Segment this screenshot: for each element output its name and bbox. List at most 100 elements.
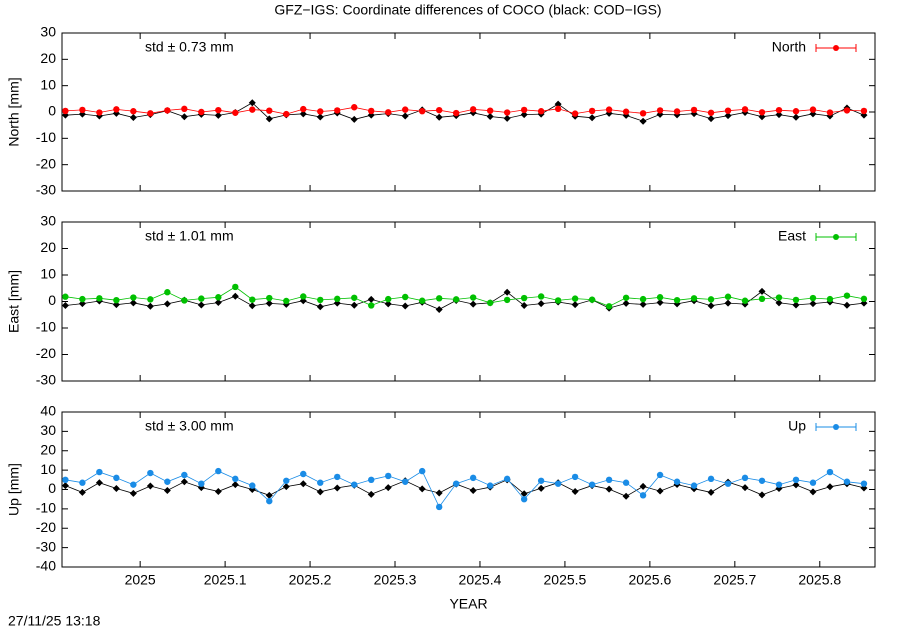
point <box>826 468 834 476</box>
point <box>503 288 511 296</box>
point <box>520 294 528 302</box>
point <box>588 296 596 303</box>
point <box>299 480 307 488</box>
point <box>402 478 409 485</box>
point <box>588 107 596 115</box>
y-axis-label: Up [mm] <box>6 463 22 516</box>
point <box>639 492 647 499</box>
point <box>334 295 341 303</box>
point <box>707 475 715 483</box>
point <box>401 112 409 120</box>
point <box>316 113 324 121</box>
y-tick-label: 30 <box>40 24 56 40</box>
point <box>622 299 630 307</box>
point <box>95 479 103 487</box>
point <box>198 108 205 116</box>
y-tick-label: 10 <box>40 266 56 282</box>
legend-marker <box>833 234 839 240</box>
point <box>130 294 137 301</box>
y-tick-label: 10 <box>40 76 56 92</box>
point <box>707 488 715 496</box>
point <box>537 108 545 115</box>
point <box>486 482 494 489</box>
point <box>792 476 800 484</box>
point <box>96 468 103 476</box>
point <box>809 106 817 113</box>
y-tick-label: -20 <box>36 345 56 361</box>
point <box>622 492 630 500</box>
point <box>605 303 613 310</box>
point <box>197 301 205 309</box>
point <box>419 297 426 304</box>
point <box>164 107 171 114</box>
point <box>639 300 647 308</box>
point <box>79 479 86 486</box>
y-tick-label: 20 <box>40 50 56 66</box>
point <box>520 301 528 309</box>
point <box>181 105 188 113</box>
point <box>503 114 511 122</box>
point <box>129 489 137 497</box>
point <box>775 106 783 114</box>
point <box>402 106 409 113</box>
point <box>707 296 715 303</box>
point <box>78 300 86 308</box>
point <box>792 296 800 304</box>
point <box>232 109 239 116</box>
annotation: std ± 0.73 mm <box>145 39 234 55</box>
point <box>452 296 460 303</box>
point <box>605 106 613 113</box>
point <box>419 108 426 115</box>
point <box>300 105 307 113</box>
point <box>826 483 834 491</box>
point <box>163 486 171 494</box>
x-tick-label: 2025.2 <box>289 572 332 588</box>
x-tick-label: 2025.8 <box>798 572 841 588</box>
point <box>843 478 851 485</box>
point <box>147 110 154 117</box>
y-axis-label: East [mm] <box>6 270 22 333</box>
point <box>112 485 120 493</box>
point <box>130 108 137 115</box>
point <box>317 296 324 304</box>
point <box>724 480 732 487</box>
point <box>435 305 443 313</box>
y-tick-label: 20 <box>40 441 56 457</box>
point <box>724 299 732 307</box>
point <box>843 107 851 114</box>
point <box>452 480 460 487</box>
timestamp: 27/11/25 13:18 <box>8 613 101 629</box>
point <box>843 292 851 299</box>
point <box>622 479 630 486</box>
point <box>112 301 120 309</box>
point <box>129 299 137 307</box>
point <box>690 295 698 302</box>
point <box>792 113 800 121</box>
point <box>486 112 494 120</box>
point <box>163 300 171 308</box>
point <box>775 481 783 488</box>
point <box>113 474 120 482</box>
legend-marker <box>833 424 839 430</box>
point <box>571 473 579 481</box>
point <box>758 477 766 484</box>
point <box>385 472 392 480</box>
y-tick-label: -20 <box>36 155 56 171</box>
point <box>673 478 681 485</box>
point <box>96 295 103 302</box>
point <box>146 482 154 490</box>
annotation: std ± 1.01 mm <box>145 228 234 244</box>
point <box>384 300 392 308</box>
point <box>537 484 545 492</box>
point <box>537 477 545 484</box>
point <box>452 109 460 117</box>
point <box>503 475 511 483</box>
point <box>266 107 273 114</box>
point <box>61 301 69 309</box>
point <box>469 474 477 482</box>
point <box>435 503 443 511</box>
y-tick-label: -10 <box>36 319 56 335</box>
point <box>334 107 341 114</box>
legend-label: East <box>778 228 806 244</box>
point <box>690 482 698 489</box>
